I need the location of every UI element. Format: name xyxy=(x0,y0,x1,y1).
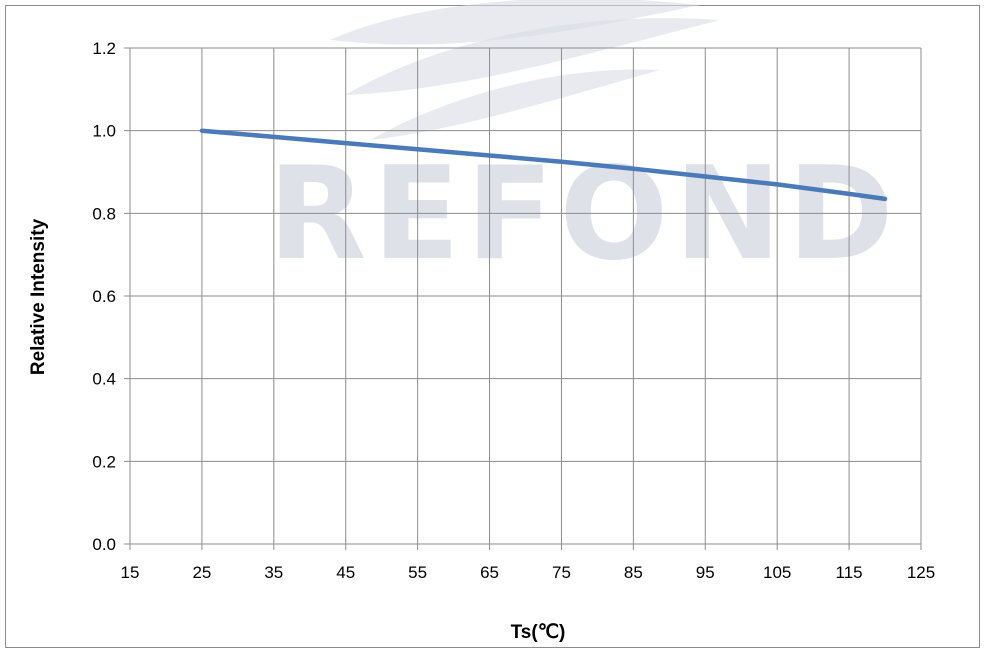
y-tick-label: 0.0 xyxy=(92,535,116,554)
grid xyxy=(124,47,922,550)
x-tick-label: 65 xyxy=(480,563,499,582)
y-tick-label: 0.4 xyxy=(92,370,116,389)
watermark-swoosh xyxy=(370,69,660,140)
y-tick-label: 0.8 xyxy=(92,204,116,223)
x-tick-label: 115 xyxy=(836,563,863,582)
x-tick-label: 85 xyxy=(624,563,643,582)
series-layer xyxy=(199,128,888,202)
x-tick-label: 95 xyxy=(696,563,715,582)
y-tick-labels: 0.0 0.2 0.4 0.6 0.8 1.0 1.2 xyxy=(92,39,116,554)
x-tick-label: 55 xyxy=(408,563,427,582)
x-tick-label: 125 xyxy=(907,563,935,582)
y-axis-title: Relative Intensity xyxy=(28,218,49,375)
y-tick-label: 1.2 xyxy=(92,39,116,58)
x-tick-label: 35 xyxy=(264,563,283,582)
y-tick-label: 1.0 xyxy=(92,122,116,141)
watermark-swoosh xyxy=(330,0,700,45)
y-tick-label: 0.6 xyxy=(92,287,116,306)
x-axis-title: Ts(℃) xyxy=(511,622,566,643)
x-tick-label: 15 xyxy=(121,563,140,582)
x-tick-label: 75 xyxy=(552,563,571,582)
series-line xyxy=(199,128,888,202)
watermark-swoosh xyxy=(345,18,720,95)
y-tick-label: 0.2 xyxy=(92,452,116,471)
x-tick-label: 25 xyxy=(192,563,211,582)
x-tick-labels: 15 25 35 45 55 65 75 85 95 105 115 125 xyxy=(121,563,936,582)
x-tick-label: 45 xyxy=(336,563,355,582)
x-tick-label: 105 xyxy=(763,563,791,582)
